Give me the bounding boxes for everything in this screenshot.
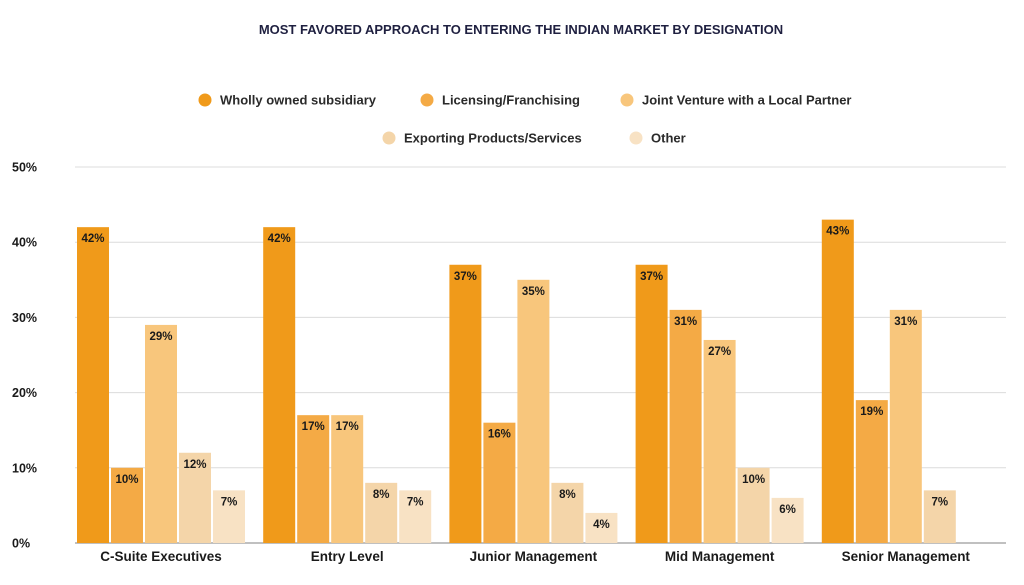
- legend-swatch: [629, 131, 643, 145]
- data-label: 8%: [373, 489, 390, 501]
- bar: [669, 309, 702, 543]
- legend-swatch: [420, 93, 434, 107]
- data-label: 42%: [81, 233, 104, 245]
- data-label: 12%: [183, 459, 206, 471]
- bar: [111, 467, 143, 543]
- data-label: 37%: [640, 271, 663, 283]
- data-label: 37%: [454, 271, 477, 283]
- bar: [517, 279, 550, 543]
- bar: [77, 227, 109, 543]
- data-label: 19%: [860, 406, 883, 418]
- data-label: 10%: [742, 474, 765, 486]
- y-tick-label: 0%: [12, 537, 30, 551]
- legend-label: Other: [651, 131, 686, 146]
- legend-swatch: [620, 93, 634, 107]
- bar: [145, 324, 177, 543]
- bar: [635, 264, 668, 543]
- data-label: 17%: [302, 421, 325, 433]
- data-label: 10%: [115, 474, 138, 486]
- x-tick-label: Junior Management: [470, 549, 598, 564]
- legend-label: Licensing/Franchising: [442, 93, 580, 108]
- data-label: 43%: [826, 226, 849, 238]
- y-axis: 0% 10% 20% 30% 40% 50%: [12, 161, 37, 551]
- data-label: 4%: [593, 519, 610, 531]
- data-label: 8%: [559, 489, 576, 501]
- data-label: 42%: [268, 233, 291, 245]
- data-label: 6%: [779, 504, 796, 516]
- bar: [737, 467, 770, 543]
- bar: [297, 415, 330, 543]
- y-tick-label: 40%: [12, 236, 37, 250]
- data-label: 7%: [221, 496, 238, 508]
- bar: [703, 339, 736, 543]
- data-label: 35%: [522, 286, 545, 298]
- data-label: 31%: [674, 316, 697, 328]
- chart-title: MOST FAVORED APPROACH TO ENTERING THE IN…: [259, 22, 783, 37]
- legend-label: Wholly owned subsidiary: [220, 93, 377, 108]
- y-tick-label: 30%: [12, 311, 37, 325]
- data-label: 7%: [407, 496, 424, 508]
- x-tick-label: Entry Level: [311, 549, 384, 564]
- data-label: 16%: [488, 429, 511, 441]
- bar: [365, 482, 398, 543]
- bar: [331, 415, 364, 543]
- data-label: 29%: [149, 331, 172, 343]
- bar: [821, 219, 854, 543]
- legend-swatch: [382, 131, 396, 145]
- x-tick-label: C-Suite Executives: [100, 549, 222, 564]
- data-label: 27%: [708, 346, 731, 358]
- x-tick-label: Senior Management: [842, 549, 971, 564]
- bar: [771, 497, 804, 543]
- bar: [213, 490, 245, 543]
- bar: [551, 482, 584, 543]
- bar: [179, 452, 211, 543]
- data-label: 31%: [894, 316, 917, 328]
- y-tick-label: 50%: [12, 161, 37, 175]
- bar: [263, 227, 296, 543]
- bar: [449, 264, 482, 543]
- legend: Wholly owned subsidiary Licensing/Franchi…: [198, 93, 852, 146]
- data-label: 17%: [336, 421, 359, 433]
- x-tick-label: Mid Management: [665, 549, 775, 564]
- x-axis: C-Suite Executives Entry Level Junior Mana…: [100, 549, 970, 564]
- bar: [889, 309, 922, 543]
- bar: [923, 490, 956, 543]
- legend-swatch: [198, 93, 212, 107]
- data-label: 7%: [931, 496, 948, 508]
- y-tick-label: 20%: [12, 386, 37, 400]
- bar: [585, 512, 618, 543]
- legend-label: Joint Venture with a Local Partner: [642, 93, 852, 108]
- bar: [855, 400, 888, 543]
- bar: [399, 490, 432, 543]
- bars: 42% 10% 29% 12% 7% 42% 17% 17% 8% 7% 37% 16% 35% 8% 4%…: [77, 219, 956, 543]
- legend-label: Exporting Products/Services: [404, 131, 582, 146]
- bar: [483, 422, 516, 543]
- y-tick-label: 10%: [12, 461, 37, 475]
